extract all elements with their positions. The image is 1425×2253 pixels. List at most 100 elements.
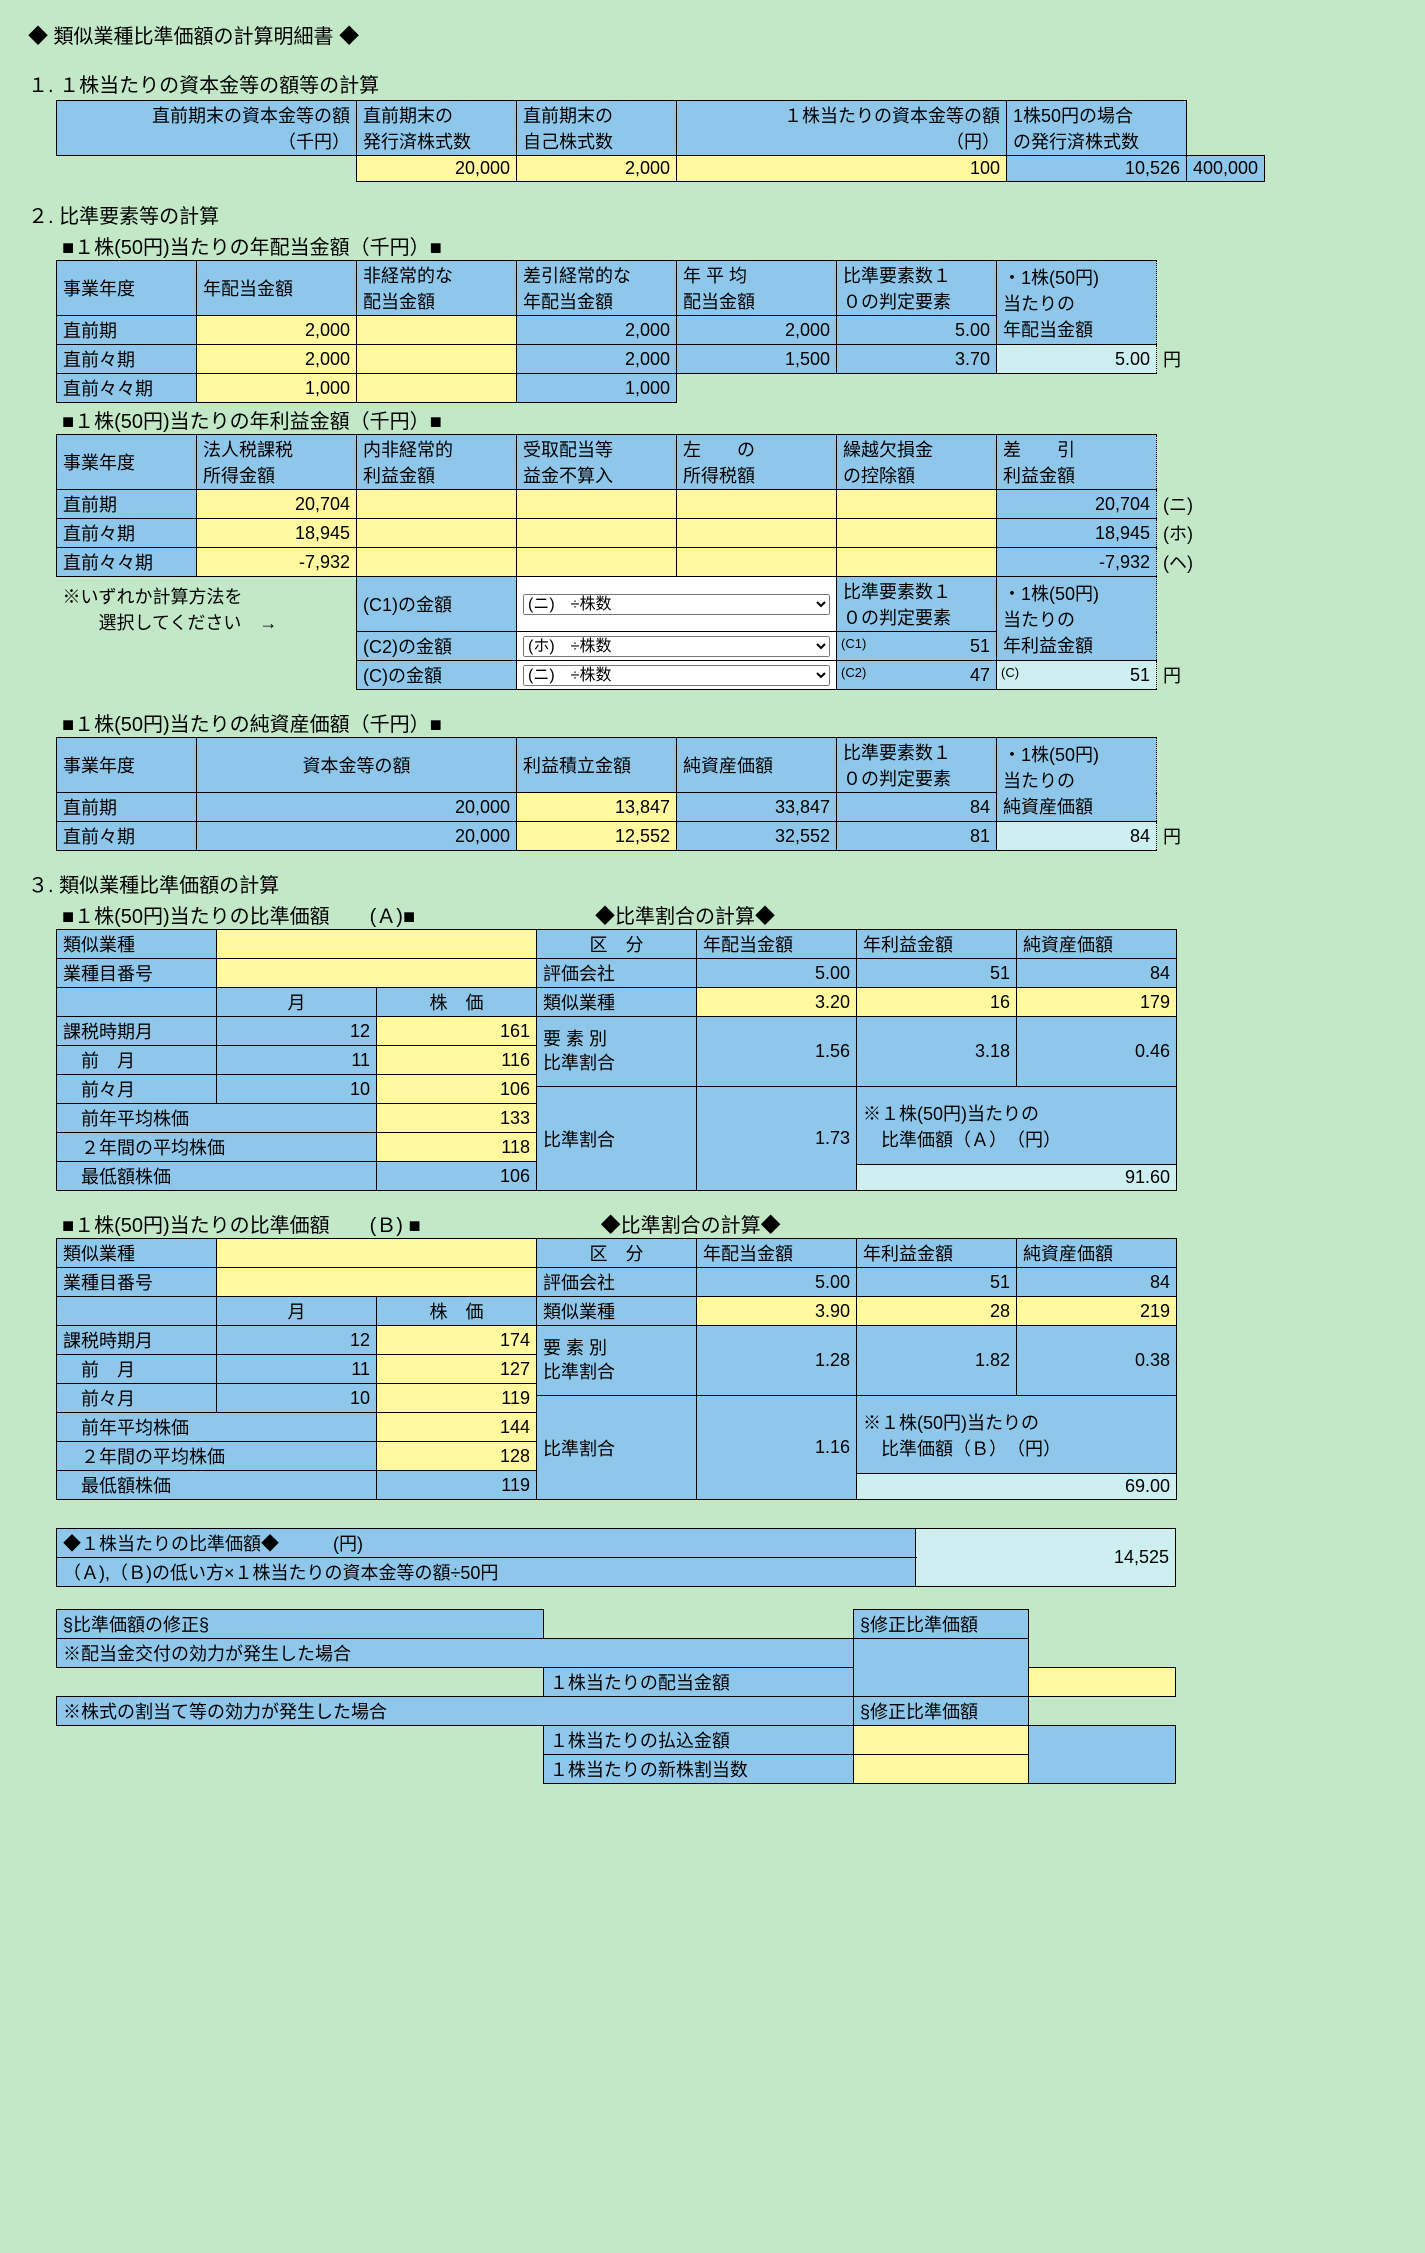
col-header: 区 分 [537, 1239, 697, 1268]
row-label: １株当たりの配当金額 [543, 1668, 853, 1697]
cell-value[interactable] [517, 490, 677, 519]
unit-label: 円 [1157, 661, 1200, 690]
cell-value[interactable]: 116 [377, 1046, 537, 1075]
cell-value[interactable] [837, 490, 997, 519]
cell-value[interactable] [357, 345, 517, 374]
col-header: 株 価 [377, 1297, 537, 1326]
cell-value[interactable] [517, 548, 677, 577]
cell-value[interactable] [677, 548, 837, 577]
cell-value: 20,000 [197, 793, 517, 822]
row-header: 直前々期 [57, 345, 197, 374]
col-header: 直前期末の 自己株式数 [517, 101, 677, 156]
cell-value[interactable]: -7,932 [197, 548, 357, 577]
cell-value[interactable]: 12,552 [517, 822, 677, 851]
cell-value[interactable]: 118 [377, 1133, 537, 1162]
calc-method-select[interactable]: (ホ) ÷株数 [523, 636, 830, 657]
row-label: ２年間の平均株価 [57, 1442, 377, 1471]
cell-value[interactable] [217, 1268, 537, 1297]
sub-heading: ◆比準割合の計算◆ [595, 900, 775, 929]
cell-value[interactable]: 1,000 [197, 374, 357, 403]
cell-value[interactable]: 13,847 [517, 793, 677, 822]
row-label: 類似業種 [57, 930, 217, 959]
table-similar-left: 類似業種 業種目番号 月株 価 課税時期月12161 前 月11116 前々月1… [56, 929, 537, 1191]
col-header: 純資産価額 [677, 738, 837, 793]
col-header: 資本金等の額 [197, 738, 517, 793]
table-correction: §比準価額の修正§ §修正比準価額 ※配当金交付の効力が発生した場合 １株当たり… [56, 1609, 1176, 1784]
table-per-share: ◆１株当たりの比準価額◆ (円) 14,525 （Ａ),（Ｂ)の低い方×１株当た… [56, 1528, 1176, 1587]
row-label: 評価会社 [537, 959, 697, 988]
cell-value[interactable]: 3.90 [697, 1297, 857, 1326]
cell-value[interactable] [357, 316, 517, 345]
col-header: ・1株(50円) 当たりの 純資産価額 [997, 738, 1157, 822]
cell-value: (C2)47 [837, 661, 997, 690]
cell-value: 1,000 [517, 374, 677, 403]
calc-method-select[interactable]: (ニ) ÷株数 [523, 665, 830, 686]
sub-heading: ■１株(50円)当たりの年利益金額（千円）■ [62, 405, 1397, 434]
cell-value[interactable]: 174 [377, 1326, 537, 1355]
cell-value: 1.16 [697, 1396, 857, 1500]
col-header: 年配当金額 [197, 261, 357, 316]
cell-value[interactable] [357, 519, 517, 548]
cell-value[interactable]: 179 [1017, 988, 1177, 1017]
col-header: 内非経常的 利益金額 [357, 435, 517, 490]
row-label: 最低額株価 [57, 1162, 377, 1191]
col-header: 直前期末の資本金等の額 （千円） [57, 101, 357, 156]
cell-value[interactable]: 3.20 [697, 988, 857, 1017]
col-header: 年利益金額 [857, 930, 1017, 959]
cell-value[interactable]: 20,000 [357, 156, 517, 182]
cell-value[interactable]: 219 [1017, 1297, 1177, 1326]
cell-value[interactable] [837, 519, 997, 548]
row-label: 最低額株価 [57, 1471, 377, 1500]
cell-value[interactable]: 28 [857, 1297, 1017, 1326]
section3-heading: ３. 類似業種比準価額の計算 [28, 869, 1397, 898]
row-label: ※株式の割当て等の効力が発生した場合 [57, 1697, 854, 1726]
cell-value[interactable]: 2,000 [197, 345, 357, 374]
cell-value[interactable] [853, 1755, 1029, 1784]
cell-value[interactable] [357, 374, 517, 403]
cell-value: 12 [217, 1326, 377, 1355]
cell-value[interactable]: 106 [377, 1075, 537, 1104]
cell-value[interactable] [1029, 1668, 1176, 1697]
cell-value[interactable] [357, 548, 517, 577]
cell-value: 1.56 [697, 1017, 857, 1087]
cell-value[interactable]: 18,945 [197, 519, 357, 548]
note-label: (ニ) [1157, 490, 1200, 519]
cell-value[interactable] [677, 519, 837, 548]
col-header: 繰越欠損金 の控除額 [837, 435, 997, 490]
row-label: 業種目番号 [57, 1268, 217, 1297]
cell-value[interactable] [677, 490, 837, 519]
cell-value[interactable]: 144 [377, 1413, 537, 1442]
cell-value[interactable]: 161 [377, 1017, 537, 1046]
cell-value[interactable]: 16 [857, 988, 1017, 1017]
cell-value[interactable] [217, 930, 537, 959]
col-header: 左 の 所得税額 [677, 435, 837, 490]
cell-value: 1.28 [697, 1326, 857, 1396]
calc-method-select[interactable]: (ニ) ÷株数 [523, 594, 830, 615]
cell-value: 106 [377, 1162, 537, 1191]
cell-value[interactable] [837, 548, 997, 577]
cell-value[interactable]: 100 [677, 156, 1007, 182]
cell-value[interactable] [853, 1726, 1029, 1755]
row-label: 要 素 別 比準割合 [537, 1326, 697, 1396]
row-label: 前々月 [57, 1075, 217, 1104]
note-label: ※１株(50円)当たりの 比準価額（Ａ） （円） [857, 1087, 1177, 1165]
cell-value[interactable]: 20,704 [197, 490, 357, 519]
cell-value: 5.00 [697, 959, 857, 988]
cell-value: 11 [217, 1046, 377, 1075]
cell-value[interactable]: 119 [377, 1384, 537, 1413]
cell-value: 2,000 [677, 316, 837, 345]
row-label: 前年平均株価 [57, 1104, 377, 1133]
row-label: 比準割合 [537, 1396, 697, 1500]
cell-value[interactable] [357, 490, 517, 519]
cell-value[interactable]: 2,000 [517, 156, 677, 182]
table-similar-right: 区 分 年配当金額 年利益金額 純資産価額 評価会社 5.00 51 84 類似… [536, 929, 1177, 1191]
cell-value[interactable] [217, 959, 537, 988]
cell-value[interactable] [517, 519, 677, 548]
cell-value: 20,000 [197, 822, 517, 851]
cell-value: 20,704 [997, 490, 1157, 519]
cell-value[interactable] [217, 1239, 537, 1268]
cell-value[interactable]: 127 [377, 1355, 537, 1384]
cell-value[interactable]: 2,000 [197, 316, 357, 345]
cell-value[interactable]: 133 [377, 1104, 537, 1133]
cell-value[interactable]: 128 [377, 1442, 537, 1471]
